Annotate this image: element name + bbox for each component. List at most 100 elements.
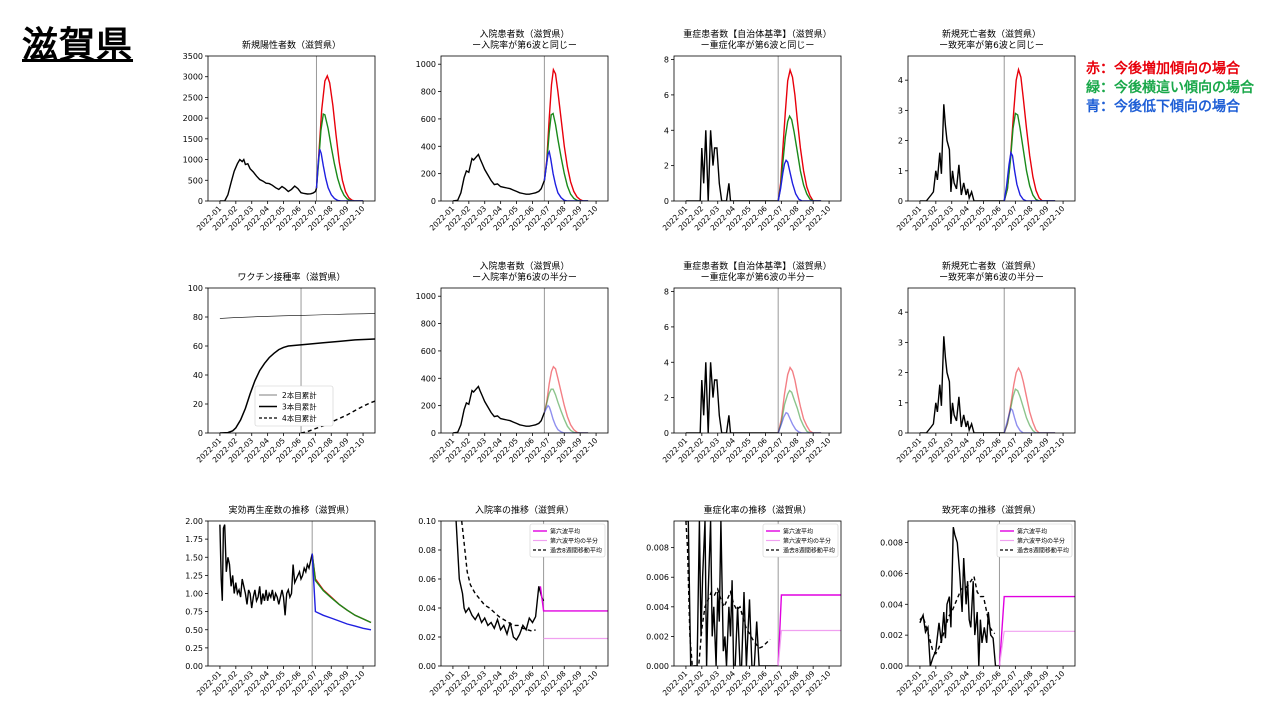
vaccine-legend-label: 4本目累計: [282, 413, 317, 423]
legend-increase: 赤：今後増加傾向の場合: [1086, 61, 1240, 77]
sixth-avg-line: [777, 594, 841, 666]
increase-line: [777, 67, 822, 201]
sixth-half-line: [998, 630, 1075, 666]
chart-title: 入院率の推移（滋賀県）: [475, 504, 574, 516]
history-line: [219, 524, 313, 616]
y-tick-label: 600: [421, 115, 436, 124]
decrease-line: [777, 411, 822, 433]
history-line: [685, 521, 779, 666]
y-tick-label: 0.006: [880, 569, 903, 578]
y-tick-label: 0.004: [880, 600, 903, 609]
plot-frame: [440, 520, 609, 667]
history-line: [452, 385, 546, 433]
y-tick-label: 3000: [183, 73, 203, 82]
decrease-line: [543, 149, 589, 201]
rate-legend-label: 過去8週間移動平均: [1017, 547, 1069, 555]
chart-title: ー致死率が第6波と同じー: [939, 39, 1044, 51]
history-line: [455, 521, 545, 642]
y-tick-label: 800: [421, 320, 436, 329]
flat-line: [315, 112, 364, 201]
y-tick-label: 1: [898, 399, 903, 408]
y-tick-label: 1.25: [185, 571, 203, 580]
vaccine-line: [300, 400, 375, 433]
history-line: [219, 158, 318, 201]
y-tick-label: 1.75: [185, 535, 203, 544]
y-tick-label: 200: [421, 170, 436, 179]
plot-frame: [207, 55, 376, 202]
increase-line: [777, 366, 822, 433]
decrease-line: [777, 159, 822, 201]
y-tick-label: 60: [193, 342, 203, 351]
y-tick-label: 0.006: [646, 573, 669, 582]
chart-vaccination: ワクチン接種率（滋賀県）0204060801002022-012022-0220…: [188, 271, 376, 465]
chart-title: 重症患者数【自治体基準】（滋賀県）: [683, 260, 832, 272]
chart-rt: 実効再生産数の推移（滋賀県） 0.00 0.25 0.50 0.75 1.00 1.25 1.…: [185, 504, 376, 698]
y-tick-label: 2: [898, 137, 903, 146]
decrease-line: [315, 148, 364, 201]
y-tick-label: 0.08: [418, 546, 436, 555]
chart-hospitalized-same: 入院患者数（滋賀県）ー入院率が第6波と同じー020040060080010002…: [416, 28, 609, 233]
chart-title: ー重症化率が第6波と同じー: [701, 39, 815, 51]
scenario-legend: 赤：今後増加傾向の場合 緑：今後横這い傾向の場合 青：今後低下傾向の場合: [1086, 60, 1254, 117]
plot-frame: [440, 55, 609, 202]
flat-line: [543, 388, 589, 433]
chart-death-rate: 致死率の推移（滋賀県）0.0000.0020.0040.0060.0082022…: [880, 504, 1076, 698]
history-line: [452, 153, 546, 201]
y-tick-label: 0: [898, 197, 903, 206]
plot-frame: [440, 287, 609, 434]
plot-area: [685, 288, 822, 433]
y-tick-label: 1: [898, 167, 903, 176]
history-line: [685, 362, 779, 433]
y-tick-label: 0.000: [646, 662, 669, 671]
y-tick-label: 0.06: [418, 575, 436, 584]
chart-severe-same: 重症患者数【自治体基準】（滋賀県）ー重症化率が第6波と同じー024682022-…: [661, 28, 842, 233]
plot-area: [452, 56, 589, 201]
y-tick-label: 200: [421, 402, 436, 411]
y-tick-label: 0: [664, 197, 669, 206]
rate-legend-box: [762, 523, 839, 558]
y-tick-label: 8: [664, 56, 669, 65]
plot-area: [219, 56, 364, 201]
vaccine-line: [219, 338, 375, 433]
chart-title: ー入院率が第6波と同じー: [472, 39, 577, 51]
history-line: [919, 527, 1000, 666]
chart-title: ー致死率が第6波の半分ー: [939, 271, 1044, 283]
rate-legend-box: [529, 523, 606, 558]
chart-title: ー入院率が第6波の半分ー: [472, 271, 577, 283]
y-tick-label: 4: [898, 308, 903, 317]
history-line: [685, 130, 779, 201]
chart-title: 致死率の推移（滋賀県）: [942, 504, 1041, 516]
decrease-line: [311, 553, 372, 631]
y-tick-label: 3: [898, 106, 903, 115]
vaccine-legend-label: 2本目累計: [282, 390, 317, 400]
chart-title: ワクチン接種率（滋賀県）: [237, 271, 345, 283]
plot-area: [219, 521, 372, 666]
flat-line: [311, 553, 372, 624]
y-tick-label: 100: [188, 284, 203, 293]
y-tick-label: 8: [664, 288, 669, 297]
y-tick-label: 0.25: [185, 644, 203, 653]
vaccine-line: [219, 313, 375, 319]
legend-decrease: 青：今後低下傾向の場合: [1086, 99, 1240, 115]
moving-avg-line: [685, 521, 771, 666]
legend-flat: 緑：今後横這い傾向の場合: [1086, 80, 1254, 96]
chart-title: 重症化率の推移（滋賀県）: [703, 504, 811, 516]
chart-severe-half: 重症患者数【自治体基準】（滋賀県）ー重症化率が第6波の半分ー024682022-…: [661, 260, 842, 465]
y-tick-label: 0.008: [880, 539, 903, 548]
chart-title: 新規陽性者数（滋賀県）: [242, 39, 341, 51]
y-tick-label: 3: [898, 338, 903, 347]
sixth-avg-line: [539, 586, 608, 612]
plot-area: [452, 288, 589, 433]
y-tick-label: 500: [188, 176, 203, 185]
y-tick-label: 1000: [183, 156, 203, 165]
decrease-line: [1003, 407, 1056, 433]
y-tick-label: 0.008: [646, 544, 669, 553]
y-tick-label: 0: [198, 429, 203, 438]
plot-area: [685, 56, 822, 201]
y-tick-label: 1000: [416, 292, 436, 301]
plot-area: [919, 56, 1056, 201]
chart-title: 新規死亡者数（滋賀県）: [942, 28, 1041, 40]
increase-line: [315, 74, 364, 201]
y-tick-label: 1000: [416, 60, 436, 69]
